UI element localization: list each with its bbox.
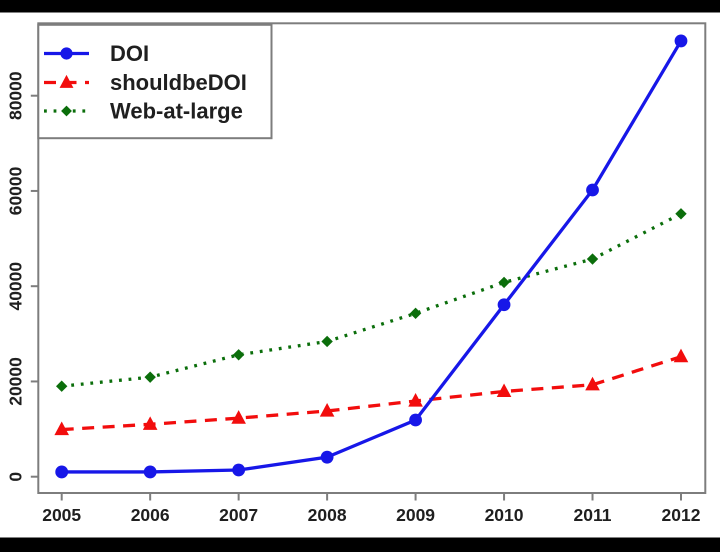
- data-point: [60, 47, 73, 60]
- data-point: [675, 208, 687, 220]
- data-point: [408, 392, 423, 407]
- x-tick-label: 2009: [396, 505, 435, 525]
- y-tick-label: 60000: [6, 166, 26, 215]
- legend: DOI shouldbeDOI Web-at-large: [37, 23, 273, 140]
- y-tick-label: 40000: [6, 262, 26, 311]
- y-tick-label: 0: [6, 472, 26, 482]
- x-tick-label: 2007: [219, 505, 258, 525]
- data-point: [54, 421, 69, 436]
- data-point: [231, 410, 246, 424]
- data-point: [586, 183, 599, 197]
- data-point: [232, 349, 245, 361]
- data-point: [409, 307, 422, 320]
- series-shouldbedoi: [54, 348, 689, 436]
- data-point: [320, 450, 334, 464]
- data-point: [55, 465, 69, 479]
- data-point: [232, 463, 246, 477]
- data-point: [142, 416, 158, 430]
- data-point: [61, 105, 72, 117]
- data-point: [585, 376, 600, 391]
- x-tick-label: 2011: [574, 505, 612, 525]
- data-point: [319, 402, 335, 417]
- series-line: [61, 40, 683, 474]
- data-point: [144, 371, 156, 383]
- x-tick-label: 2012: [662, 505, 701, 525]
- x-tick-label: 2010: [485, 505, 524, 525]
- y-tick-label: 80000: [6, 71, 26, 120]
- data-point: [409, 413, 422, 427]
- legend-item-doi: DOI: [44, 41, 149, 66]
- series-line: [61, 355, 682, 432]
- series-doi: [55, 34, 688, 479]
- legend-box: [37, 23, 273, 140]
- legend-item-web-at-large: Web-at-large: [44, 99, 243, 124]
- data-point: [321, 335, 333, 348]
- data-point: [143, 465, 157, 479]
- data-point: [496, 383, 512, 398]
- data-point: [497, 298, 511, 312]
- data-point: [674, 34, 688, 48]
- y-tick-label: 20000: [6, 357, 26, 406]
- data-point: [673, 348, 689, 363]
- legend-item-shouldbedoi: shouldbeDOI: [44, 70, 247, 95]
- legend-label: Web-at-large: [110, 99, 243, 124]
- data-point: [586, 253, 599, 265]
- x-tick-label: 2008: [308, 505, 347, 525]
- series-web-at-large: [56, 208, 687, 392]
- x-tick-label: 2005: [42, 505, 81, 525]
- y-axis: 0 20000 40000 60000 80000: [6, 71, 39, 482]
- plot-box: [37, 22, 707, 495]
- data-point: [59, 74, 74, 88]
- x-axis: 2005 2006 2007 2008 2009 2010 2011 2012: [42, 493, 701, 525]
- legend-label: shouldbeDOI: [110, 70, 247, 95]
- data-point: [56, 380, 68, 392]
- legend-label: DOI: [110, 41, 149, 66]
- data-point: [498, 276, 510, 289]
- x-tick-label: 2006: [131, 505, 170, 525]
